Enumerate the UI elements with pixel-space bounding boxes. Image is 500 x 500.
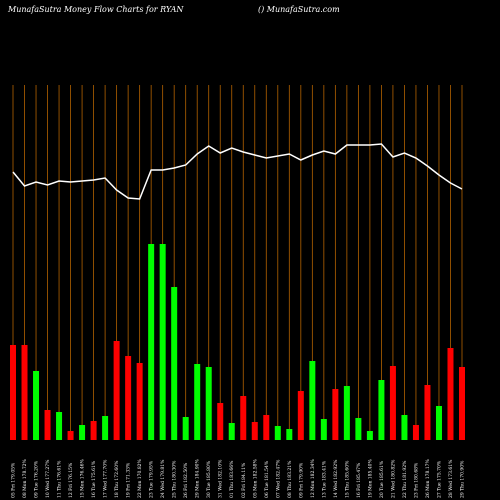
x-tick-label: 01 Thu 183.66% [229,460,235,498]
bar [286,429,293,440]
x-tick-label: 17 Wed 177.70% [103,459,109,498]
bar [320,419,327,440]
bar [332,389,339,440]
x-tick-label: 08 Mon 178.72% [22,458,28,498]
x-tick-label: 19 Mon 185.40% [367,458,373,498]
x-tick-label: 26 Fri 182.50% [183,462,189,498]
bar [113,341,120,440]
bar [217,403,224,440]
bar [424,385,431,440]
x-tick-label: 21 Wed 180.82% [390,459,396,498]
x-tick-label: 09 Tue 176.20% [34,460,40,498]
x-tick-label: 26 Mon 178.17% [425,458,431,498]
x-tick-label: 20 Tue 185.61% [379,460,385,498]
x-tick-label: 12 Fri 176.15% [68,462,74,498]
x-tick-label: 15 Thu 185.60% [344,460,350,498]
bar [378,380,385,440]
bar [33,371,40,440]
bar [447,348,454,440]
x-tick-label: 29 Mon 184.90% [195,458,201,498]
bar [355,418,362,440]
bar [44,410,51,440]
bar [148,244,155,440]
x-tick-label: 05 Mon 182.58% [252,458,258,498]
x-tick-label: 11 Thu 176.61% [57,460,63,498]
bar [171,287,178,440]
bar [412,425,419,440]
x-tick-label: 27 Tue 175.70% [436,460,442,498]
bar [56,412,63,440]
x-tick-label: 12 Mon 182.34% [310,458,316,498]
bar [366,431,373,440]
bar [205,367,212,440]
bar [182,417,189,440]
chart-title: MunafaSutra Money Flow Charts for RYAN [7,5,184,14]
bar [228,423,235,440]
bar [10,345,16,440]
x-tick-label: 23 Fri 180.68% [413,462,419,498]
bar [125,356,132,440]
bar [263,415,270,440]
x-tick-label: 08 Thu 183.21% [287,460,293,498]
x-tick-label: 29 Thu 170.90% [460,460,466,498]
x-tick-label: 24 Wed 179.81% [160,459,166,498]
bar [67,431,74,440]
chart-subtitle: () MunafaSutra.com [258,5,340,14]
price-line [12,143,463,200]
x-tick-label: 19 Fri 171.33% [126,462,132,498]
x-tick-label: 02 Fri 184.11% [241,462,247,498]
x-tick-label: 14 Wed 182.92% [333,459,339,498]
x-tick-label: 05 Fri 179.05% [11,462,17,498]
bar [251,422,258,440]
bar [309,361,316,440]
x-tick-label: 10 Wed 177.27% [45,459,51,498]
x-tick-label: 22 Thu 181.92% [402,460,408,498]
x-tick-label: 07 Wed 182.47% [275,459,281,498]
x-tick-label: 30 Tue 185.80% [206,460,212,498]
bar [240,396,247,440]
x-tick-label: 16 Tue 175.61% [91,460,97,498]
x-tick-label: 06 Tue 181.54% [264,460,270,498]
bar [21,345,28,440]
bar [194,364,201,440]
bar [102,416,109,440]
bar [435,406,442,440]
x-tick-label: 15 Mon 176.46% [80,458,86,498]
x-tick-label: 13 Tue 183.41% [321,460,327,498]
bar [459,367,465,440]
bar [136,363,143,440]
bar [90,421,97,440]
x-tick-label: 09 Fri 179.90% [298,462,304,498]
bar [401,415,408,440]
bar [343,386,350,440]
bar [79,425,86,440]
x-tick-label: 25 Thu 180.30% [172,460,178,498]
x-tick-label: 22 Mon 170.82% [137,458,143,498]
bar [389,366,396,440]
bar [159,244,166,440]
bar [274,426,281,440]
x-tick-label: 31 Wed 182.10% [218,459,224,498]
x-tick-label: 16 Fri 185.47% [356,462,362,498]
x-tick-label: 18 Thu 172.60% [114,460,120,498]
x-tick-label: 23 Tue 179.95% [149,460,155,498]
bar [297,391,304,440]
x-tick-label: 28 Wed 173.61% [448,459,454,498]
